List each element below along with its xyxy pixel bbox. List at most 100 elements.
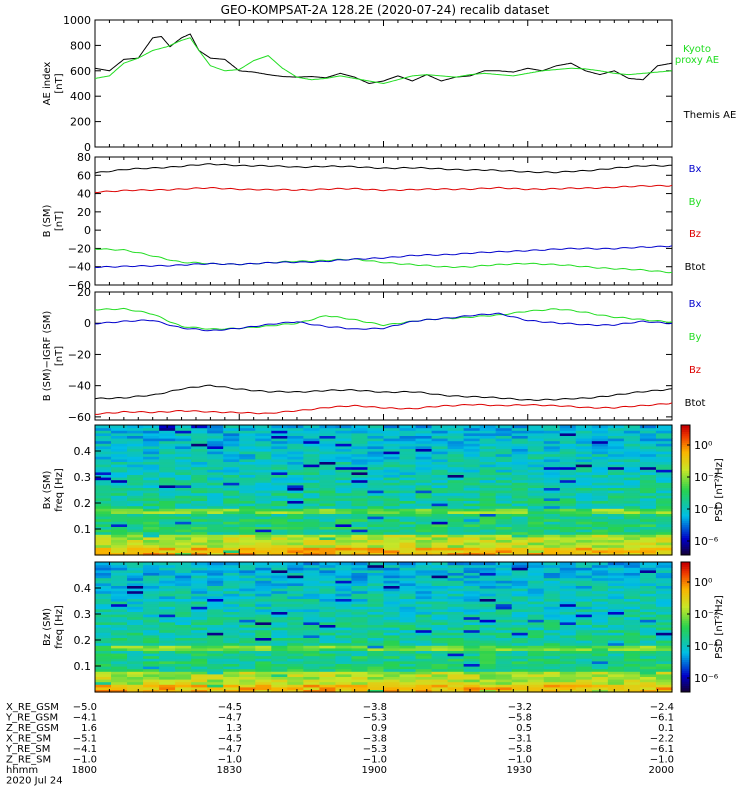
spectrogram-cell [607, 552, 625, 556]
spectrogram-cell [415, 572, 433, 576]
spectrogram-cell [287, 595, 304, 599]
spectrogram-cell [367, 606, 385, 610]
spectrogram-cell [255, 637, 272, 641]
spectrogram-cell [175, 619, 192, 623]
spectrogram-cell [399, 539, 417, 543]
spectrogram-cell [543, 516, 561, 520]
spectrogram-cell [463, 593, 481, 597]
spectrogram-cell [559, 671, 577, 675]
spectrogram-cell [527, 487, 545, 491]
spectrogram-cell [287, 564, 304, 568]
spectrogram-cell [319, 684, 337, 688]
spectrogram-cell [511, 482, 529, 486]
spectrogram-cell [511, 603, 529, 607]
spectrogram-cell [655, 529, 673, 533]
spectrogram-cell [559, 595, 577, 599]
spectrogram-cell [495, 445, 513, 449]
spectrogram-cell [239, 466, 256, 470]
spectrogram-cell [95, 562, 112, 566]
spectrogram-cell [335, 569, 353, 573]
spectrogram-cell [607, 474, 625, 478]
spectrogram-cell [623, 590, 641, 594]
spectrogram-cell [559, 642, 577, 646]
spectrogram-cell [575, 544, 593, 548]
spectrogram-cell [495, 453, 513, 457]
spectrogram-cell [383, 542, 401, 546]
spectrogram-cell [431, 440, 449, 444]
spectrogram-cell [175, 500, 192, 504]
spectrogram-cell [367, 569, 385, 573]
spectrogram-cell [319, 482, 337, 486]
spectrogram-cell [127, 621, 144, 625]
spectrogram-cell [495, 497, 513, 501]
spectrogram-cell [431, 585, 449, 589]
spectrogram-cell [175, 432, 192, 436]
spectrogram-cell [239, 531, 256, 535]
spectrogram-cell [287, 660, 304, 664]
ephemeris-value: 1.3 [226, 723, 242, 734]
spectrogram-cell [367, 466, 385, 470]
spectrogram-cell [159, 637, 176, 641]
spectrogram-cell [207, 637, 224, 641]
spectrogram-cell [351, 629, 369, 633]
spectrogram-cell [191, 484, 208, 488]
colorbar-segment [681, 689, 690, 693]
spectrogram-cell [431, 627, 449, 631]
colorbar-segment [681, 509, 690, 513]
spectrogram-cell [303, 536, 320, 540]
spectrogram-cell [559, 655, 577, 659]
spectrogram-cell [335, 585, 353, 589]
spectrogram-cell [575, 673, 593, 677]
spectrogram-cell [175, 539, 192, 543]
spectrogram-cell [383, 427, 401, 431]
spectrogram-cell [463, 663, 481, 667]
spectrogram-cell [655, 500, 673, 504]
spectrogram-cell [463, 632, 481, 636]
spectrogram-cell [127, 627, 144, 631]
spectrogram-cell [351, 497, 369, 501]
spectrogram-cell [527, 603, 545, 607]
spectrogram-cell [287, 534, 304, 538]
spectrogram-cell [463, 562, 481, 566]
spectrogram-cell [655, 547, 673, 551]
spectrogram-cell [239, 477, 256, 481]
spectrogram-cell [207, 671, 224, 675]
spectrogram-cell [95, 539, 112, 543]
spectrogram-cell [479, 668, 497, 672]
spectrogram-cell [655, 471, 673, 475]
spectrogram-cell [367, 588, 385, 592]
spectrogram-cell [431, 621, 449, 625]
spectrogram-cell [623, 479, 641, 483]
spectrogram-cell [319, 471, 337, 475]
spectrogram-cell [191, 513, 208, 517]
spectrogram-cell [367, 552, 385, 556]
spectrogram-cell [367, 671, 385, 675]
ephemeris-value: −1.0 [73, 755, 97, 766]
spectrogram-cell [479, 616, 497, 620]
spectrogram-cell [143, 536, 160, 540]
spectrogram-cell [559, 469, 577, 473]
spectrogram-cell [127, 448, 144, 452]
spectrogram-cell [447, 595, 465, 599]
spectrogram-cell [287, 627, 304, 631]
spectrogram-cell [207, 440, 224, 444]
spectrogram-cell [399, 456, 417, 460]
spectrogram-cell [543, 466, 561, 470]
spectrogram-cell [127, 603, 144, 607]
spectrogram-cell [495, 458, 513, 462]
spectrogram-cell [543, 534, 561, 538]
spectrogram-cell [127, 598, 144, 602]
spectrogram-cell [175, 523, 192, 527]
spectrogram-cell [639, 484, 657, 488]
spectrogram-cell [159, 495, 176, 499]
spectrogram-cell [287, 479, 304, 483]
spectrogram-cell [223, 686, 240, 690]
spectrogram-cell [127, 516, 144, 520]
spectrogram-cell [143, 658, 160, 662]
spectrogram-cell [399, 448, 417, 452]
spectrogram-cell [431, 668, 449, 672]
spectrogram-cell [543, 642, 561, 646]
spectrogram-cell [479, 647, 497, 651]
spectrogram-cell [495, 466, 513, 470]
spectrogram-cell [335, 684, 353, 688]
